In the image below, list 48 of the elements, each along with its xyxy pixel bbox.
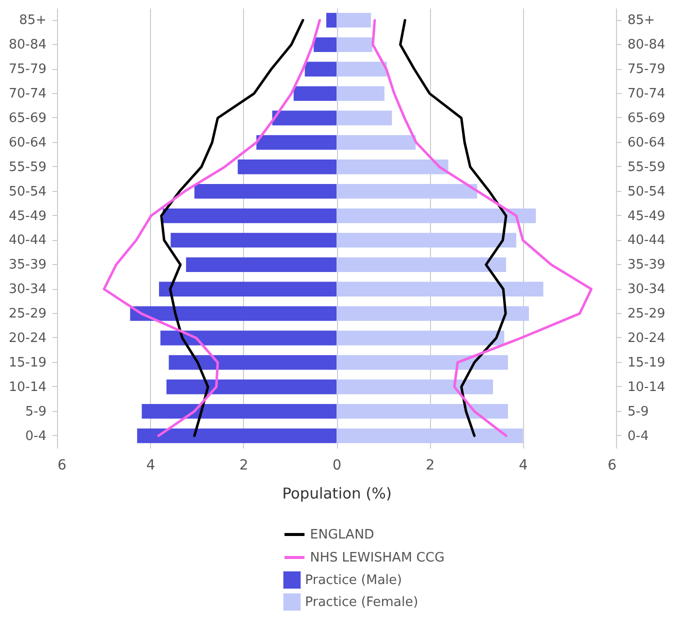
- category-label: 70-74: [8, 86, 46, 102]
- y-tick-label: 5-9: [628, 404, 649, 420]
- category-label: 40-44: [8, 233, 46, 248]
- category-label: 50-54: [8, 184, 46, 200]
- category-label: 85+: [19, 13, 46, 28]
- y-tick-label: 75-79: [628, 62, 666, 78]
- category-label: 55-59: [8, 160, 46, 175]
- x-tick-label: 6: [58, 458, 66, 474]
- y-tick-label: 30-34: [628, 282, 666, 298]
- category-label: 60-64: [8, 135, 46, 150]
- x-tick-label: 2: [426, 458, 435, 474]
- legend-label: Practice (Male): [305, 573, 402, 588]
- category-label: 65-69: [8, 111, 46, 126]
- x-tick-label: 6: [608, 458, 617, 474]
- y-tick-label: 60-64: [628, 135, 666, 150]
- category-label: 30-34: [8, 282, 46, 298]
- x-tick-label: 0: [332, 458, 342, 474]
- y-tick-label: 10-14: [628, 380, 666, 395]
- y-tick-label: 25-29: [628, 306, 666, 322]
- legend-label: ENGLAND: [310, 528, 374, 542]
- category-label: 35-39: [8, 258, 46, 273]
- category-label: 80-84: [8, 38, 46, 53]
- category-label: 5-9: [25, 404, 46, 420]
- y-tick-label: 80-84: [628, 38, 666, 53]
- x-tick-label: 2: [239, 458, 248, 474]
- y-tick-label: 70-74: [628, 86, 666, 102]
- y-tick-label: 45-49: [628, 208, 666, 224]
- category-label: 75-79: [8, 62, 46, 78]
- category-label: 45-49: [8, 208, 46, 224]
- y-tick-label: 55-59: [628, 160, 666, 175]
- y-tick-label: 0-4: [628, 428, 649, 444]
- y-tick-label: 20-24: [628, 331, 666, 346]
- x-tick-label: 4: [518, 458, 528, 474]
- category-label: 25-29: [8, 306, 46, 322]
- x-tick-label: 4: [146, 458, 156, 474]
- y-tick-label: 40-44: [628, 233, 666, 248]
- y-tick-label: 35-39: [628, 258, 666, 273]
- legend-label: Practice (Female): [305, 595, 418, 610]
- category-label: 20-24: [8, 331, 46, 346]
- category-label: 0-4: [25, 428, 46, 444]
- x-axis-title: Population (%): [282, 484, 392, 502]
- y-tick-label: 15-19: [628, 355, 666, 370]
- category-label: 10-14: [8, 380, 46, 395]
- y-tick-label: 50-54: [628, 184, 666, 200]
- y-tick-label: 85+: [628, 13, 655, 28]
- y-tick-label: 65-69: [628, 111, 666, 126]
- legend-label: NHS LEWISHAM CCG: [310, 550, 445, 566]
- category-label: 15-19: [8, 355, 46, 370]
